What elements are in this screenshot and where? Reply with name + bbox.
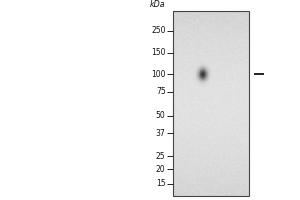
- Text: 15: 15: [156, 179, 166, 188]
- Text: 25: 25: [156, 152, 166, 161]
- Text: 37: 37: [156, 129, 166, 138]
- Bar: [172, 11, 249, 196]
- Text: 50: 50: [156, 111, 166, 120]
- Text: 75: 75: [156, 87, 166, 96]
- Text: 250: 250: [151, 26, 166, 35]
- Text: 150: 150: [151, 48, 166, 57]
- Text: 20: 20: [156, 165, 166, 174]
- Text: kDa: kDa: [150, 0, 166, 9]
- Text: 100: 100: [151, 70, 166, 79]
